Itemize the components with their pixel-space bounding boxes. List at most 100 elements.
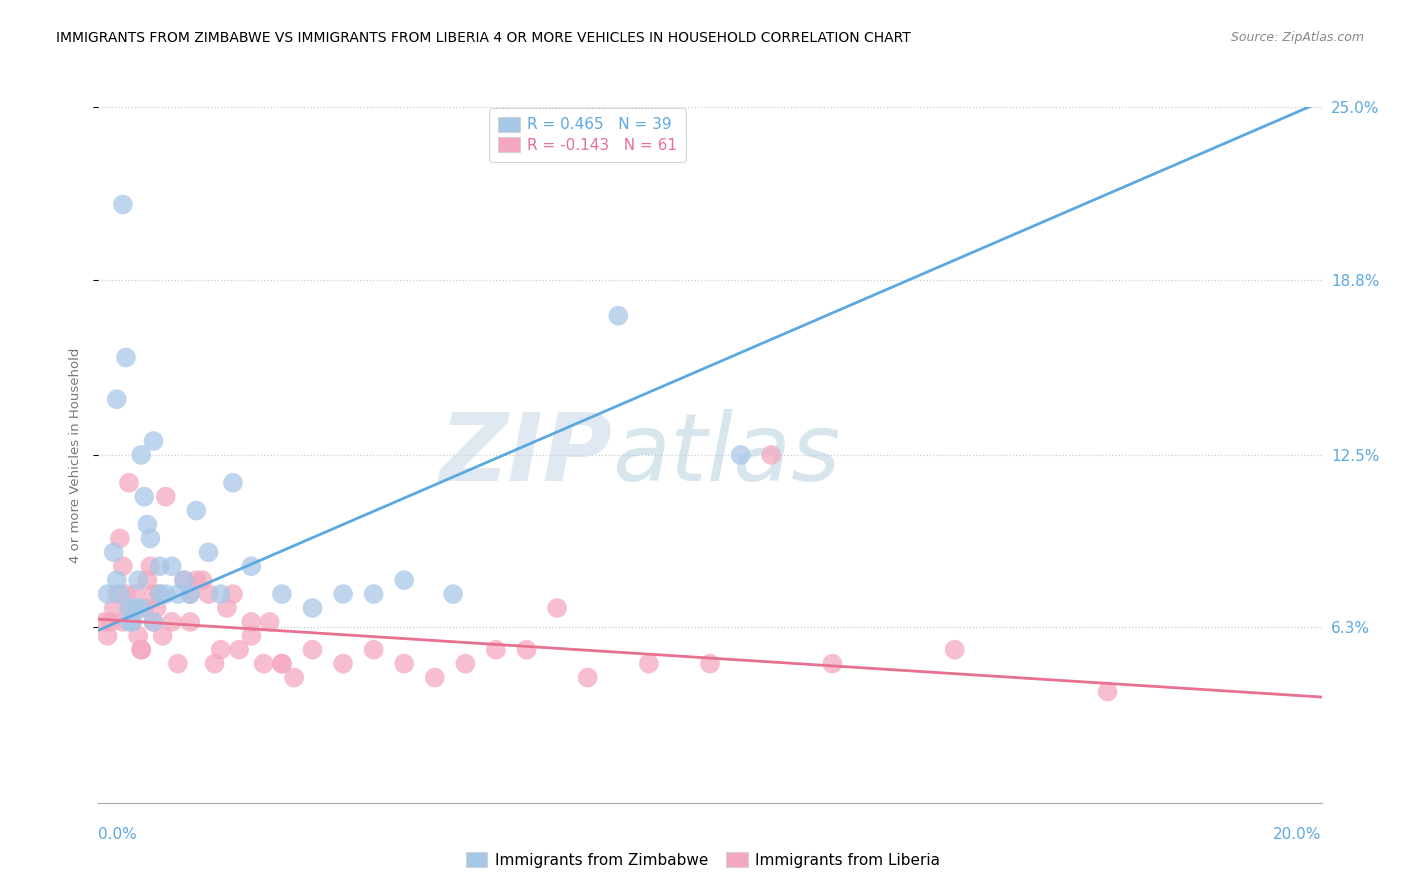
Point bbox=[1097, 684, 1119, 698]
Point bbox=[209, 587, 232, 601]
Point bbox=[283, 671, 305, 685]
Point bbox=[121, 615, 143, 629]
Point bbox=[118, 601, 141, 615]
Point bbox=[209, 642, 232, 657]
Text: ZIP: ZIP bbox=[439, 409, 612, 501]
Point bbox=[392, 657, 416, 671]
Point bbox=[129, 448, 152, 462]
Point bbox=[93, 615, 115, 629]
Point bbox=[259, 615, 281, 629]
Point bbox=[124, 601, 146, 615]
Point bbox=[576, 671, 599, 685]
Point bbox=[142, 615, 165, 629]
Point bbox=[103, 601, 125, 615]
Point bbox=[204, 657, 226, 671]
Point bbox=[149, 559, 172, 574]
Point bbox=[127, 629, 149, 643]
Point bbox=[155, 490, 177, 504]
Point bbox=[186, 503, 208, 517]
Point bbox=[142, 434, 165, 448]
Point bbox=[124, 587, 146, 601]
Point bbox=[155, 587, 177, 601]
Point bbox=[173, 573, 195, 587]
Point bbox=[139, 532, 162, 546]
Point bbox=[240, 615, 263, 629]
Point bbox=[149, 587, 172, 601]
Point bbox=[363, 587, 385, 601]
Point bbox=[105, 573, 128, 587]
Point bbox=[546, 601, 568, 615]
Text: atlas: atlas bbox=[612, 409, 841, 500]
Point bbox=[118, 475, 141, 490]
Point bbox=[105, 587, 128, 601]
Point bbox=[167, 587, 190, 601]
Point bbox=[228, 642, 250, 657]
Point bbox=[142, 587, 165, 601]
Point bbox=[129, 642, 152, 657]
Point bbox=[152, 629, 174, 643]
Point bbox=[222, 475, 245, 490]
Point bbox=[136, 517, 159, 532]
Point bbox=[607, 309, 630, 323]
Point bbox=[118, 601, 141, 615]
Point bbox=[108, 587, 131, 601]
Point bbox=[103, 545, 125, 559]
Text: 20.0%: 20.0% bbox=[1274, 827, 1322, 841]
Point bbox=[730, 448, 752, 462]
Text: 0.0%: 0.0% bbox=[98, 827, 138, 841]
Point bbox=[240, 629, 263, 643]
Point bbox=[215, 601, 238, 615]
Point bbox=[270, 587, 294, 601]
Point bbox=[332, 587, 354, 601]
Point bbox=[129, 601, 152, 615]
Point bbox=[160, 615, 183, 629]
Point bbox=[761, 448, 783, 462]
Point bbox=[115, 587, 138, 601]
Point bbox=[167, 657, 190, 671]
Point bbox=[97, 587, 120, 601]
Point bbox=[136, 573, 159, 587]
Point bbox=[485, 642, 508, 657]
Point bbox=[142, 615, 165, 629]
Point bbox=[160, 559, 183, 574]
Point bbox=[108, 532, 131, 546]
Point bbox=[252, 657, 274, 671]
Point bbox=[134, 490, 156, 504]
Point bbox=[821, 657, 844, 671]
Point bbox=[454, 657, 477, 671]
Point bbox=[441, 587, 464, 601]
Point bbox=[111, 559, 134, 574]
Point bbox=[149, 587, 172, 601]
Text: Source: ZipAtlas.com: Source: ZipAtlas.com bbox=[1230, 31, 1364, 45]
Text: IMMIGRANTS FROM ZIMBABWE VS IMMIGRANTS FROM LIBERIA 4 OR MORE VEHICLES IN HOUSEH: IMMIGRANTS FROM ZIMBABWE VS IMMIGRANTS F… bbox=[56, 31, 911, 45]
Point bbox=[173, 573, 195, 587]
Point bbox=[332, 657, 354, 671]
Point bbox=[179, 615, 201, 629]
Point bbox=[197, 587, 219, 601]
Point bbox=[197, 545, 219, 559]
Point bbox=[516, 642, 538, 657]
Point bbox=[179, 587, 201, 601]
Point bbox=[699, 657, 721, 671]
Point bbox=[100, 615, 122, 629]
Point bbox=[191, 573, 214, 587]
Point bbox=[127, 573, 149, 587]
Point bbox=[270, 657, 294, 671]
Point bbox=[121, 615, 143, 629]
Point bbox=[111, 197, 134, 211]
Point bbox=[222, 587, 245, 601]
Point bbox=[129, 642, 152, 657]
Point bbox=[134, 601, 156, 615]
Legend: R = 0.465   N = 39, R = -0.143   N = 61: R = 0.465 N = 39, R = -0.143 N = 61 bbox=[489, 108, 686, 161]
Point bbox=[270, 657, 294, 671]
Point bbox=[111, 615, 134, 629]
Point bbox=[943, 642, 966, 657]
Point bbox=[118, 615, 141, 629]
Point bbox=[423, 671, 446, 685]
Point bbox=[186, 573, 208, 587]
Point bbox=[392, 573, 416, 587]
Point bbox=[105, 392, 128, 407]
Point bbox=[97, 629, 120, 643]
Point bbox=[240, 559, 263, 574]
Point bbox=[301, 601, 323, 615]
